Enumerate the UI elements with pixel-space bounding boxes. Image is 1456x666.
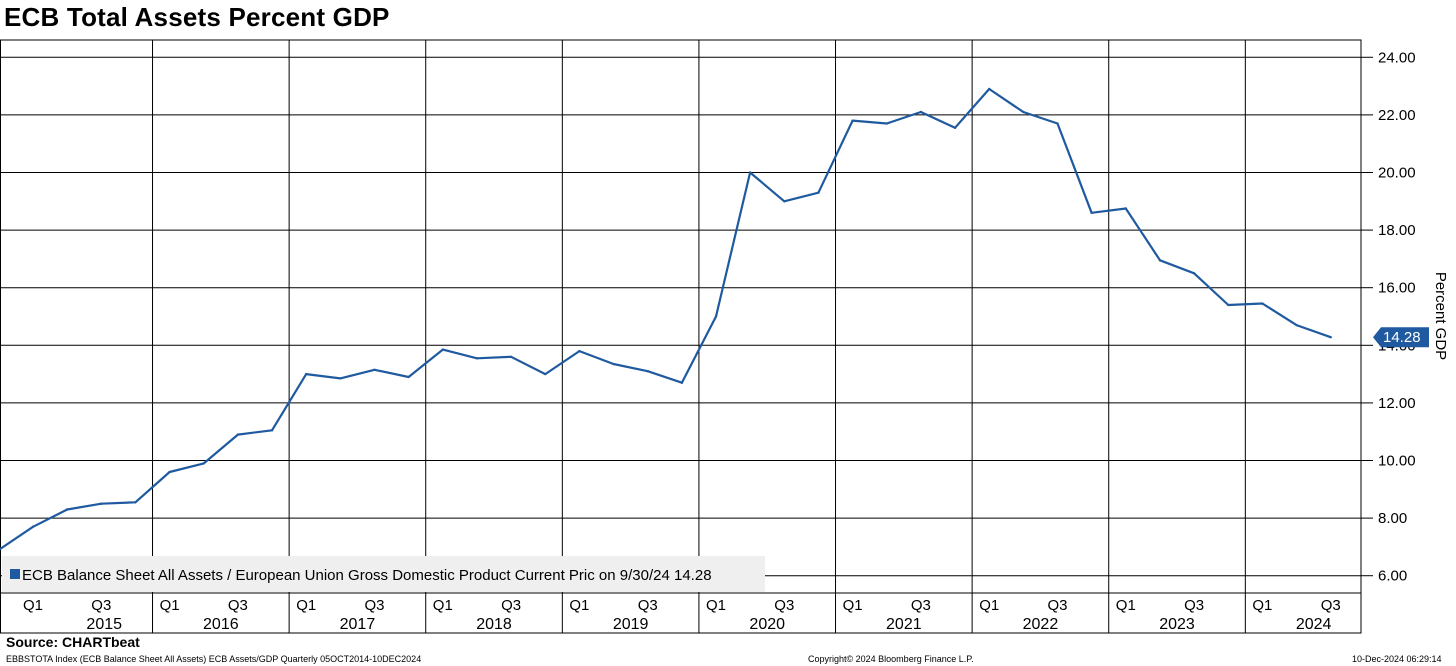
data-point — [339, 377, 342, 380]
data-point — [544, 372, 547, 376]
x-tick-label: Q1 — [433, 597, 453, 614]
x-tick-label: Q1 — [1252, 597, 1272, 614]
data-point — [236, 433, 240, 436]
x-tick-label: Q1 — [979, 597, 999, 614]
x-tick-label: Q1 — [296, 597, 316, 614]
data-point — [1295, 323, 1298, 327]
data-point — [134, 501, 137, 504]
data-point — [680, 381, 684, 384]
y-tick-label: 16.00 — [1378, 280, 1416, 297]
x-tick-label: Q3 — [91, 597, 111, 614]
x-tick-label: Q3 — [1321, 597, 1341, 614]
data-point — [441, 348, 444, 351]
legend-label: ECB Balance Sheet All Assets / European … — [22, 567, 712, 584]
x-year-label: 2020 — [749, 616, 785, 633]
series-line — [0, 87, 1332, 551]
y-tick-label: 8.00 — [1378, 510, 1407, 527]
y-tick-label: 18.00 — [1378, 222, 1416, 239]
data-point — [748, 171, 752, 174]
x-tick-label: Q3 — [228, 597, 248, 614]
data-point — [31, 525, 35, 528]
x-year-label: 2024 — [1296, 616, 1332, 633]
chart-title: ECB Total Assets Percent GDP — [4, 2, 390, 32]
data-point — [817, 191, 820, 194]
data-point — [612, 362, 615, 366]
y-axis-title: Percent GDP — [1432, 272, 1449, 360]
data-point — [1261, 302, 1264, 305]
x-year-label: 2017 — [340, 616, 376, 633]
x-tick-label: Q3 — [1047, 597, 1067, 614]
x-tick-label: Q3 — [774, 597, 794, 614]
footer-timestamp: 10-Dec-2024 06:29:14 — [1352, 654, 1442, 664]
x-tick-label: Q3 — [638, 597, 658, 614]
data-point — [578, 349, 581, 353]
x-year-label: 2015 — [86, 616, 122, 633]
x-year-label: 2019 — [613, 616, 649, 633]
data-point — [646, 370, 649, 373]
x-tick-label: Q1 — [23, 597, 43, 614]
data-point — [1022, 110, 1025, 114]
data-point — [714, 315, 718, 318]
data-point — [373, 368, 376, 371]
x-year-label: 2016 — [203, 616, 239, 633]
data-point — [168, 470, 171, 474]
y-tick-label: 6.00 — [1378, 568, 1407, 585]
data-point — [509, 355, 513, 359]
data-point — [475, 357, 479, 360]
y-tick-label: 12.00 — [1378, 395, 1416, 412]
x-year-label: 2022 — [1023, 616, 1059, 633]
data-point — [1329, 336, 1332, 339]
x-tick-label: Q1 — [706, 597, 726, 614]
legend-swatch — [10, 569, 20, 579]
plot-frame — [0, 39, 1362, 634]
x-tick-label: Q1 — [843, 597, 863, 614]
footer-copyright: Copyright© 2024 Bloomberg Finance L.P. — [808, 654, 974, 664]
x-tick-label: Q1 — [569, 597, 589, 614]
data-point — [953, 126, 957, 130]
y-tick-label: 20.00 — [1378, 164, 1416, 181]
data-point — [1124, 207, 1128, 210]
data-point — [100, 502, 103, 505]
data-point — [919, 110, 923, 114]
data-point — [1192, 272, 1196, 275]
x-tick-label: Q3 — [911, 597, 931, 614]
data-point — [202, 462, 205, 465]
last-value-tag — [1373, 327, 1429, 348]
data-point — [1227, 303, 1230, 307]
x-tick-label: Q3 — [1184, 597, 1204, 614]
data-point — [851, 119, 854, 122]
y-tick-label: 24.00 — [1378, 49, 1416, 66]
data-point — [1056, 122, 1059, 125]
x-year-label: 2023 — [1159, 616, 1195, 633]
data-point — [1090, 211, 1093, 215]
x-tick-label: Q1 — [1116, 597, 1136, 614]
data-point — [988, 87, 991, 91]
x-tick-label: Q3 — [501, 597, 521, 614]
source-label: Source: CHARTbeat — [6, 634, 140, 650]
data-point — [65, 508, 69, 511]
data-point — [885, 122, 888, 125]
data-point — [270, 429, 274, 432]
y-tick-label: 10.00 — [1378, 453, 1416, 470]
y-tick-label: 22.00 — [1378, 107, 1416, 124]
last-value-label: 14.28 — [1383, 329, 1421, 346]
data-point — [1158, 259, 1162, 262]
x-year-label: 2018 — [476, 616, 512, 633]
data-point — [783, 200, 786, 203]
x-year-label: 2021 — [886, 616, 922, 633]
data-point — [407, 375, 410, 379]
footer-ticker: EBBSTOTA Index (ECB Balance Sheet All As… — [6, 654, 422, 664]
x-tick-label: Q3 — [364, 597, 384, 614]
legend-box — [2, 556, 765, 592]
data-point — [305, 372, 308, 376]
x-tick-label: Q1 — [160, 597, 180, 614]
